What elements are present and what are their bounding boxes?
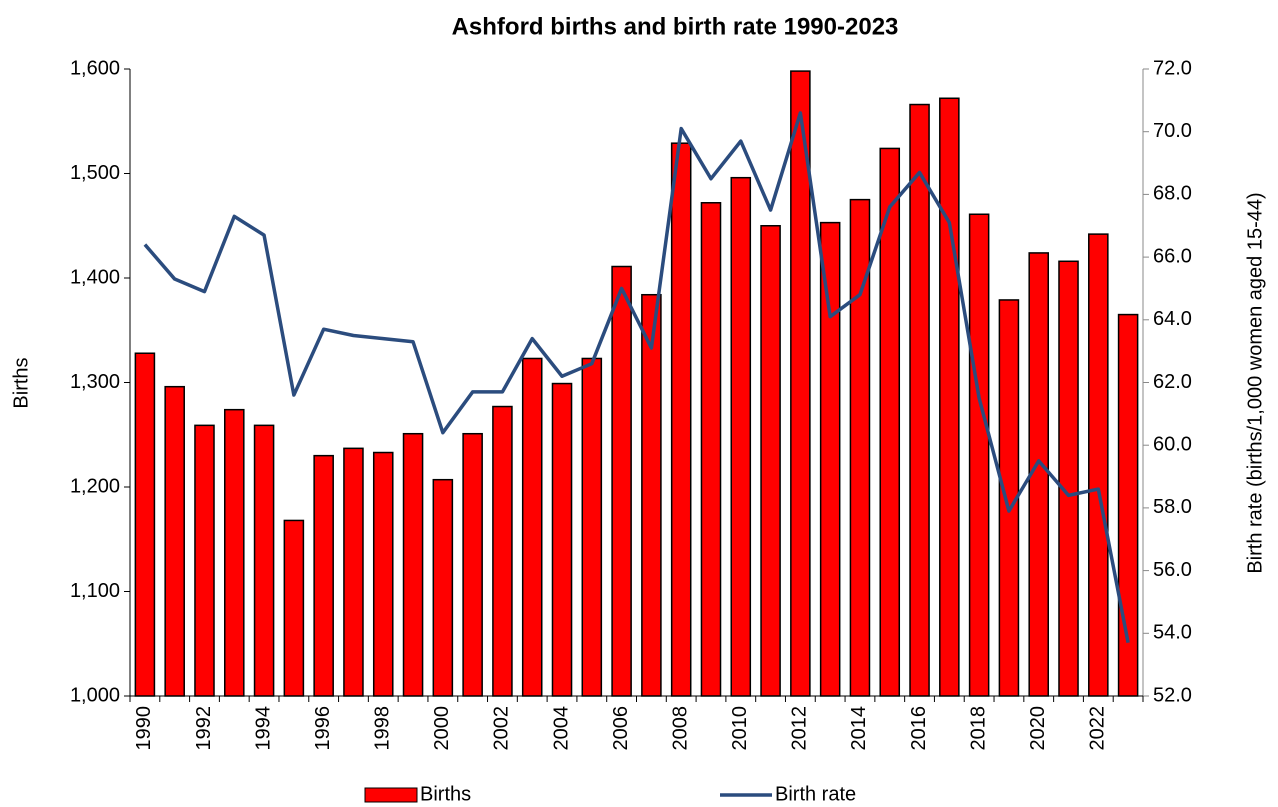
bar: [611, 265, 632, 697]
y-tick-label: 1,300: [70, 371, 120, 393]
y2-axis-label: Birth rate (births/1,000 women aged 15-4…: [1244, 192, 1266, 573]
bar: [492, 405, 513, 697]
y2-tick-label: 70.0: [1153, 120, 1192, 142]
x-tick-label: 1996: [312, 706, 334, 751]
bar: [849, 198, 871, 697]
x-tick-label: 2012: [789, 706, 811, 751]
x-tick-label: 1994: [252, 706, 274, 751]
y-tick-label: 1,200: [70, 475, 120, 497]
x-tick-label: 2000: [431, 706, 453, 751]
bar: [581, 357, 603, 697]
y2-tick-label: 66.0: [1153, 245, 1192, 267]
y2-tick-label: 52.0: [1153, 684, 1192, 706]
x-tick-label: 2002: [491, 706, 513, 751]
x-tick-label: 2022: [1087, 706, 1109, 751]
y2-tick-label: 56.0: [1153, 559, 1192, 581]
bar: [402, 432, 424, 697]
x-tick-label: 2014: [848, 706, 870, 751]
x-tick-label: 1990: [133, 706, 155, 751]
bar: [700, 202, 722, 697]
chart-title: Ashford births and birth rate 1990-2023: [452, 13, 899, 40]
y-tick-label: 1,600: [70, 57, 120, 79]
x-tick-label: 1992: [193, 706, 215, 751]
bar: [968, 213, 990, 697]
bar: [790, 70, 811, 697]
bar: [939, 97, 960, 697]
y-tick-label: 1,100: [70, 580, 120, 602]
bar: [909, 103, 930, 697]
y2-tick-label: 68.0: [1153, 183, 1192, 205]
bar: [521, 357, 543, 697]
bar: [372, 451, 394, 697]
line: [143, 111, 1130, 644]
x-tick-label: 2006: [610, 706, 632, 751]
bar: [1117, 313, 1139, 697]
bar: [283, 519, 305, 697]
y2-tick-label: 54.0: [1153, 622, 1192, 644]
bar: [462, 432, 483, 697]
x-tick-label: 2016: [908, 706, 930, 751]
x-tick-label: 2010: [729, 706, 751, 751]
y2-tick-label: 64.0: [1153, 308, 1192, 330]
x-tick-label: 2020: [1027, 706, 1049, 751]
bar: [1088, 233, 1109, 697]
y2-tick-label: 58.0: [1153, 496, 1192, 518]
bar: [432, 478, 454, 697]
y2-tick-label: 72.0: [1153, 57, 1192, 79]
x-tick-label: 1998: [372, 706, 394, 751]
bar: [134, 352, 156, 697]
bar: [1058, 260, 1079, 697]
bar: [164, 385, 185, 697]
x-tick-label: 2008: [669, 706, 691, 751]
bar: [730, 176, 752, 697]
bar: [313, 454, 334, 697]
legend-label: Birth rate: [775, 783, 856, 805]
bar: [879, 147, 901, 697]
bar: [670, 142, 692, 697]
y2-tick-label: 62.0: [1153, 371, 1192, 393]
bar: [223, 408, 245, 697]
x-tick-label: 2018: [967, 706, 989, 751]
bar: [760, 225, 781, 697]
y-tick-label: 1,500: [70, 162, 120, 184]
bar: [343, 447, 364, 697]
y2-tick-label: 60.0: [1153, 433, 1192, 455]
bar: [819, 221, 841, 697]
legend-label: Births: [420, 783, 471, 805]
bar: [253, 424, 275, 697]
bar: [551, 382, 573, 697]
x-tick-label: 2004: [550, 706, 572, 751]
y-tick-label: 1,000: [70, 684, 120, 706]
bar: [641, 293, 662, 697]
bar: [194, 424, 215, 697]
legend-swatch: [364, 787, 418, 803]
y-axis-label: Births: [10, 357, 32, 408]
y-tick-label: 1,400: [70, 266, 120, 288]
